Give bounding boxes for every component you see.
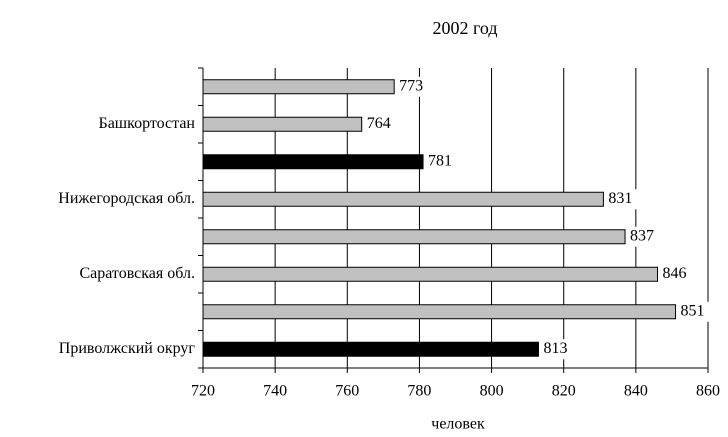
- value-label: 851: [681, 302, 705, 319]
- value-label-bg: [426, 151, 459, 172]
- chart-title: 2002 год: [432, 18, 497, 38]
- bar: [202, 116, 363, 132]
- x-tick-label: 760: [335, 383, 359, 400]
- value-label: 773: [399, 77, 423, 94]
- value-label-bg: [660, 264, 693, 285]
- value-label-bg: [606, 189, 639, 210]
- x-axis-label: человек: [431, 416, 485, 433]
- value-label: 837: [630, 227, 654, 244]
- bar: [202, 154, 424, 170]
- value-label: 813: [543, 340, 567, 357]
- value-label: 764: [367, 115, 391, 132]
- x-tick-label: 720: [191, 383, 215, 400]
- value-label-bg: [678, 301, 711, 322]
- value-label-bg: [541, 339, 574, 360]
- y-tick-label: Башкортостан: [99, 115, 196, 132]
- value-label-bg: [364, 114, 397, 135]
- y-tick-label: Приволжский округ: [59, 340, 196, 357]
- x-tick-label: 740: [263, 383, 287, 400]
- value-label-bg: [397, 76, 430, 97]
- bar: [202, 229, 626, 245]
- x-tick-label: 820: [552, 383, 576, 400]
- bar: [202, 266, 658, 282]
- y-tick-label: Саратовская обл.: [79, 265, 195, 282]
- value-label: 831: [608, 190, 632, 207]
- value-label: 846: [663, 265, 687, 282]
- bar: [202, 304, 677, 320]
- x-tick-label: 780: [407, 383, 431, 400]
- value-label: 781: [428, 152, 452, 169]
- bar: [202, 191, 604, 207]
- bar: [202, 79, 395, 95]
- x-tick-label: 840: [624, 383, 648, 400]
- x-tick-label: 860: [696, 383, 720, 400]
- y-tick-label: Нижегородская обл.: [58, 190, 195, 207]
- bar: [202, 341, 539, 357]
- x-tick-label: 800: [480, 383, 504, 400]
- value-label-bg: [628, 226, 661, 247]
